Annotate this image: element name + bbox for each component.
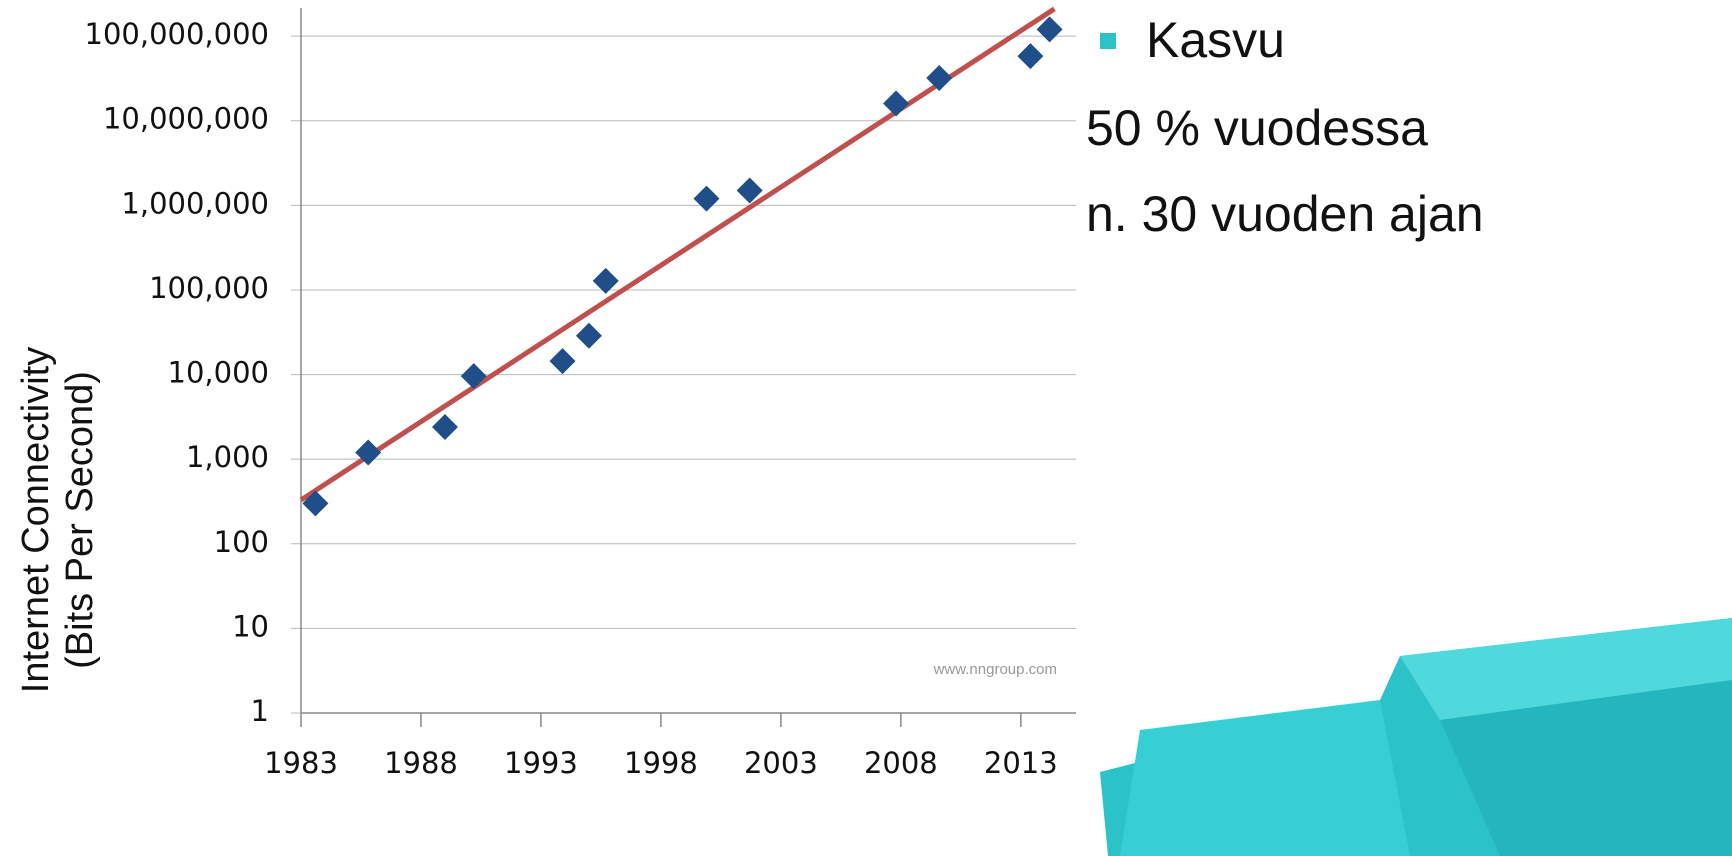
watermark: www.nngroup.com xyxy=(933,661,1057,678)
y-axis-title: Internet Connectivity (Bits Per Second) xyxy=(15,347,101,693)
y-tick-label: 10,000,000 xyxy=(103,102,269,136)
x-tick-label: 2013 xyxy=(984,746,1058,780)
data-point xyxy=(550,348,576,374)
x-tick-label: 2003 xyxy=(744,746,818,780)
y-tick-label: 1,000 xyxy=(186,440,269,474)
page: {"chart_data": {"type": "scatter", "y_la… xyxy=(0,0,1732,856)
x-tick-label: 1988 xyxy=(384,746,458,780)
y-tick-label: 100,000 xyxy=(149,271,269,305)
data-point xyxy=(1017,43,1043,69)
y-axis-title-line: Internet Connectivity xyxy=(15,347,57,693)
slide-line: 50 % vuodessa xyxy=(1086,100,1428,156)
y-tick-label: 1 xyxy=(251,694,269,728)
x-tick-label: 1983 xyxy=(264,746,338,780)
slide: Kasvu 50 % vuodessa n. 30 vuoden ajan In… xyxy=(0,0,1732,856)
bullet-text: Kasvu xyxy=(1146,12,1285,68)
data-point xyxy=(576,323,602,349)
y-tick-label: 100 xyxy=(214,525,269,559)
x-tick-label: 2008 xyxy=(864,746,938,780)
slide-line: n. 30 vuoden ajan xyxy=(1086,186,1484,242)
decoration xyxy=(1100,618,1732,856)
y-tick-label: 1,000,000 xyxy=(121,186,269,220)
y-tick-label: 10,000 xyxy=(168,356,269,390)
y-tick-label: 10 xyxy=(232,609,269,643)
bullet-marker xyxy=(1100,33,1116,49)
x-tick-label: 1993 xyxy=(504,746,578,780)
x-tick-label: 1998 xyxy=(624,746,698,780)
y-tick-label: 100,000,000 xyxy=(85,17,270,51)
y-axis-title-line: (Bits Per Second) xyxy=(59,371,101,669)
data-point xyxy=(883,90,909,116)
data-point xyxy=(461,363,487,389)
data-point xyxy=(693,186,719,212)
data-point xyxy=(432,414,458,440)
